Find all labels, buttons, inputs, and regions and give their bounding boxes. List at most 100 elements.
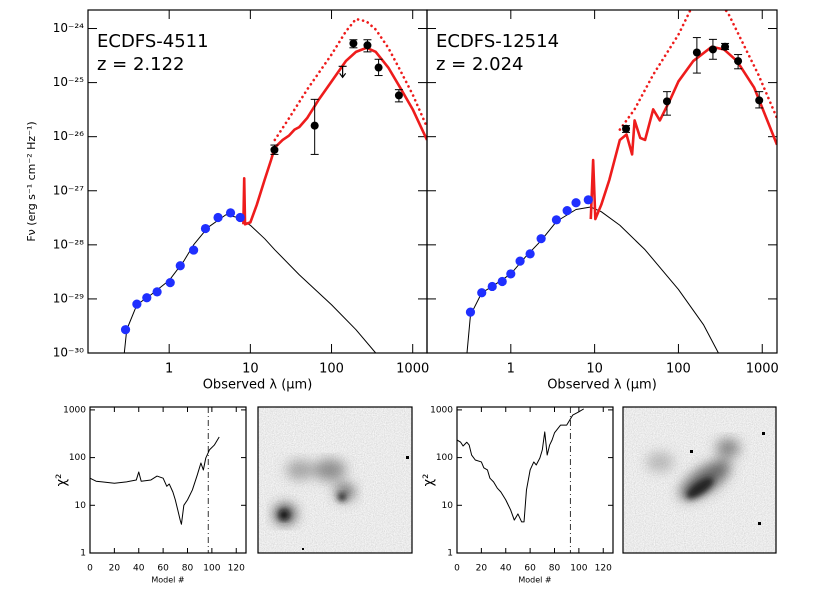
x-tick-label: 1 bbox=[165, 362, 173, 377]
y-axis-label: χ² bbox=[422, 474, 437, 487]
plot-area bbox=[457, 407, 585, 553]
x-axis-label: Observed λ (μm) bbox=[547, 378, 657, 393]
galaxy-core bbox=[686, 477, 714, 499]
x-tick-label: 80 bbox=[549, 564, 561, 574]
data-point bbox=[200, 223, 211, 234]
model-dotted-line bbox=[273, 17, 427, 142]
data-point bbox=[175, 261, 185, 271]
x-tick-label: 60 bbox=[157, 564, 169, 574]
y-tick-label: 1 bbox=[447, 549, 453, 559]
data-point bbox=[374, 63, 383, 72]
data-point bbox=[525, 249, 535, 259]
x-tick-label: 60 bbox=[524, 564, 536, 574]
model-line bbox=[457, 408, 585, 523]
image-pixel bbox=[406, 456, 409, 459]
data-point bbox=[225, 208, 236, 218]
y-tick-label: 100 bbox=[436, 453, 453, 463]
data-point bbox=[662, 97, 671, 106]
y-tick-label: 10⁻²⁷ bbox=[53, 183, 84, 197]
model-line bbox=[466, 206, 719, 353]
data-point bbox=[132, 299, 142, 309]
data-point bbox=[692, 48, 701, 57]
x-tick-label: 120 bbox=[228, 564, 245, 574]
galaxy-emission bbox=[274, 459, 355, 524]
data-point bbox=[270, 145, 279, 154]
data-point bbox=[506, 269, 516, 279]
data-point bbox=[363, 41, 372, 50]
x-axis-label: Model # bbox=[518, 576, 552, 585]
y-tick-label: 10⁻²⁸ bbox=[53, 237, 84, 251]
data-point bbox=[152, 287, 162, 297]
x-tick-label: 100 bbox=[570, 564, 587, 574]
data-point bbox=[477, 288, 487, 298]
plot-area bbox=[465, 10, 777, 353]
image-pixel bbox=[758, 522, 761, 525]
x-tick-label: 0 bbox=[454, 564, 460, 574]
y-tick-label: 10⁻³⁰ bbox=[53, 346, 84, 360]
data-point bbox=[189, 245, 199, 255]
y-tick-label: 10 bbox=[442, 501, 454, 511]
model-line bbox=[242, 46, 427, 226]
y-axis-label: χ² bbox=[55, 474, 70, 487]
data-point bbox=[487, 281, 497, 292]
data-point bbox=[536, 234, 546, 244]
model-dotted-line bbox=[618, 10, 777, 131]
data-point bbox=[571, 198, 581, 208]
galaxy-core bbox=[279, 493, 346, 520]
data-point bbox=[349, 39, 358, 48]
data-point bbox=[310, 121, 319, 130]
panel-title: ECDFS-12514 bbox=[436, 31, 559, 52]
data-point bbox=[142, 293, 152, 303]
x-axis-label: Model # bbox=[151, 576, 185, 585]
upper-limit bbox=[338, 65, 347, 79]
data-point bbox=[213, 212, 223, 223]
panel-subtitle: z = 2.024 bbox=[436, 54, 524, 75]
galaxy-image bbox=[623, 407, 776, 553]
x-tick-label: 100 bbox=[319, 362, 344, 377]
x-tick-label: 80 bbox=[182, 564, 194, 574]
y-tick-label: 10⁻²⁵ bbox=[53, 75, 84, 89]
panel-title: ECDFS-4511 bbox=[97, 31, 209, 52]
data-point bbox=[755, 96, 764, 105]
data-point bbox=[515, 256, 525, 266]
x-tick-label: 120 bbox=[595, 564, 612, 574]
x-tick-label: 20 bbox=[476, 564, 488, 574]
data-point bbox=[235, 212, 245, 223]
x-tick-label: 10 bbox=[242, 362, 259, 377]
x-tick-label: 40 bbox=[500, 564, 512, 574]
y-tick-label: 1000 bbox=[430, 405, 453, 415]
x-tick-label: 20 bbox=[109, 564, 121, 574]
data-point bbox=[394, 91, 403, 100]
model-line bbox=[123, 214, 377, 353]
x-tick-label: 100 bbox=[203, 564, 220, 574]
x-axis-label: Observed λ (μm) bbox=[203, 378, 313, 393]
x-tick-label: 0 bbox=[87, 564, 93, 574]
y-tick-label: 10⁻²⁹ bbox=[53, 291, 84, 305]
x-tick-label: 40 bbox=[133, 564, 145, 574]
x-tick-label: 1 bbox=[507, 362, 515, 377]
data-point bbox=[120, 325, 131, 335]
x-tick-label: 1000 bbox=[746, 362, 779, 377]
y-axis-label: Fν (erg s⁻¹ cm⁻² Hz⁻¹) bbox=[25, 121, 38, 241]
plot-area bbox=[120, 17, 427, 353]
plot-frame bbox=[89, 406, 247, 554]
image-frame bbox=[257, 406, 413, 554]
y-tick-label: 10⁻²⁶ bbox=[53, 129, 84, 143]
data-point bbox=[465, 307, 476, 317]
data-point bbox=[165, 278, 175, 288]
image-pixel bbox=[690, 450, 693, 453]
data-point bbox=[622, 124, 631, 133]
galaxy-image bbox=[258, 407, 412, 553]
x-tick-label: 10 bbox=[586, 362, 603, 377]
image-frame bbox=[622, 406, 777, 554]
model-line bbox=[589, 45, 777, 221]
plot-frame bbox=[426, 9, 778, 354]
image-pixel bbox=[762, 432, 765, 435]
data-point bbox=[708, 45, 717, 54]
panel-subtitle: z = 2.122 bbox=[97, 54, 185, 75]
